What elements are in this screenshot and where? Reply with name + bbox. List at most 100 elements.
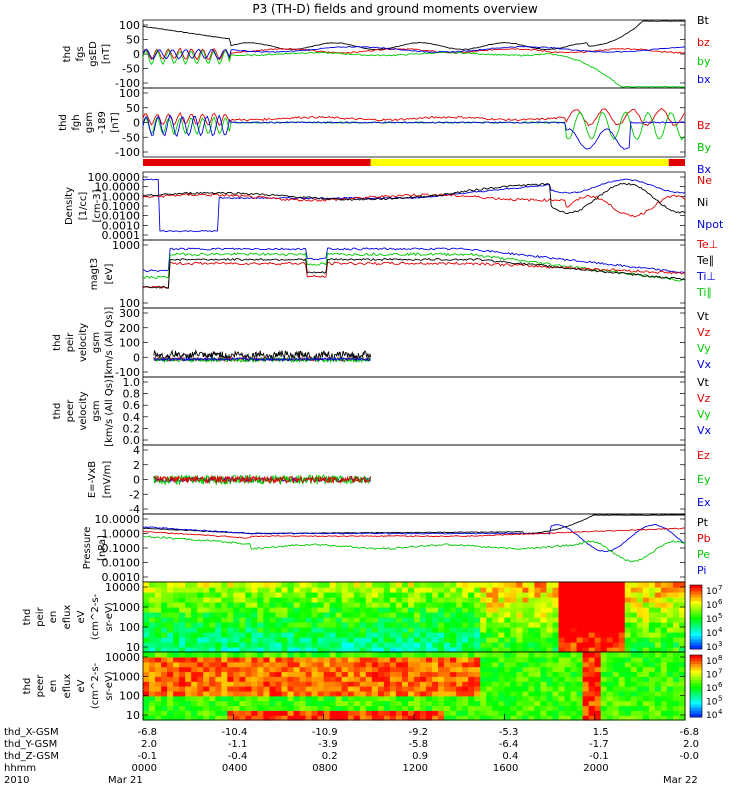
- spectrogram-cell: [486, 710, 493, 716]
- spectrogram-cell: [155, 700, 162, 707]
- spectrogram-cell: [239, 612, 246, 618]
- spectrogram-cell: [149, 632, 156, 638]
- spectrogram-cell: [438, 652, 445, 658]
- y-axis-label: en: [48, 680, 59, 693]
- spectrogram-cell: [630, 690, 638, 697]
- spectrogram-cell: [498, 681, 505, 687]
- colorbar-swatch: [690, 667, 702, 671]
- spectrogram-cell: [456, 656, 463, 663]
- spectrogram-cell: [329, 710, 337, 716]
- spectrogram-cell: [516, 656, 523, 663]
- spectrogram-cell: [299, 597, 307, 603]
- spectrogram-cell: [311, 607, 319, 613]
- y-tick-label: 10.0000: [95, 181, 141, 194]
- spectrogram-cell: [636, 597, 644, 603]
- spectrogram-cell: [191, 666, 198, 673]
- spectrogram-cell: [666, 661, 674, 668]
- spectrogram-cell: [630, 686, 638, 692]
- spectrogram-cell: [438, 612, 445, 618]
- axis-table-cell: -9.2: [408, 727, 428, 738]
- spectrogram-cell: [600, 715, 608, 721]
- spectrogram-cell: [251, 637, 258, 643]
- spectrogram-cell: [173, 656, 180, 663]
- spectrogram-cell: [167, 695, 174, 702]
- spectrogram-cell: [341, 666, 349, 673]
- spectrogram-cell: [197, 671, 204, 677]
- spectrogram-cell: [317, 607, 325, 613]
- spectrogram-cell: [582, 597, 590, 603]
- spectrogram-cell: [636, 612, 644, 618]
- spectrogram-cell: [552, 637, 560, 643]
- spectrogram-cell: [185, 632, 192, 638]
- spectrogram-cell: [143, 597, 150, 603]
- spectrogram-cell: [173, 637, 180, 643]
- spectrogram-cell: [203, 582, 210, 588]
- series-line-blue: [153, 356, 371, 363]
- spectrogram-cell: [305, 642, 313, 648]
- spectrogram-cell: [305, 705, 313, 711]
- y-tick-label: 1000: [112, 670, 140, 683]
- spectrogram-cell: [660, 612, 668, 618]
- spectrogram-cell: [227, 661, 234, 668]
- y-tick-label: -4: [129, 503, 140, 516]
- spectrogram-cell: [600, 602, 608, 608]
- spectrogram-cell: [329, 686, 337, 692]
- spectrogram-cell: [420, 656, 427, 663]
- spectrogram-cell: [167, 627, 174, 633]
- spectrogram-cell: [594, 690, 602, 697]
- spectrogram-cell: [540, 661, 548, 668]
- spectrogram-cell: [408, 592, 415, 598]
- spectrogram-cell: [209, 705, 216, 711]
- y-axis-label: eflux: [62, 605, 73, 630]
- spectrogram-cell: [456, 597, 463, 603]
- spectrogram-cell: [624, 632, 632, 638]
- spectrogram-cell: [317, 671, 325, 677]
- spectrogram-cell: [546, 681, 554, 687]
- spectrogram-cell: [197, 690, 204, 697]
- spectrogram-cell: [438, 671, 445, 677]
- spectrogram-cell: [395, 642, 403, 648]
- spectrogram-cell: [311, 656, 319, 663]
- spectrogram-cell: [353, 656, 361, 663]
- spectrogram-cell: [528, 617, 535, 623]
- axis-table-cell: 0000: [132, 763, 157, 774]
- spectrogram-cell: [480, 617, 487, 623]
- spectrogram-cell: [450, 681, 457, 687]
- spectrogram-cell: [365, 582, 373, 588]
- spectrogram-cell: [648, 661, 656, 668]
- spectrogram-cell: [347, 612, 355, 618]
- spectrogram-cell: [642, 715, 650, 721]
- spectrogram-cell: [269, 676, 277, 682]
- spectrogram-cell: [227, 592, 234, 598]
- spectrogram-cell: [371, 705, 379, 711]
- spectrogram-cell: [534, 695, 541, 702]
- y-axis-label: fgs: [75, 46, 86, 61]
- spectrogram-cell: [588, 592, 596, 598]
- y-axis-label: [km/s (All Qs)]: [104, 375, 115, 447]
- spectrogram-cell: [600, 582, 608, 588]
- spectrogram-cell: [576, 681, 584, 687]
- axis-table-cell: -0.1: [589, 751, 609, 762]
- spectrogram-cell: [564, 676, 572, 682]
- spectrogram-cell: [365, 666, 373, 673]
- colorbar-swatch: [690, 689, 702, 693]
- spectrogram-cell: [269, 647, 277, 653]
- spectrogram-cell: [414, 612, 421, 618]
- spectrogram-cell: [377, 607, 385, 613]
- spectrogram-cell: [612, 661, 620, 668]
- spectrogram-cell: [191, 607, 198, 613]
- spectrogram-cell: [654, 637, 662, 643]
- spectrogram-cell: [402, 671, 409, 677]
- plot-frame: [142, 513, 686, 583]
- spectrogram-cell: [540, 602, 548, 608]
- spectrogram-cell: [167, 710, 174, 716]
- spectrogram-cell: [480, 637, 487, 643]
- spectrogram-cell: [432, 627, 439, 633]
- spectrogram-cell: [528, 695, 535, 702]
- y-tick-label: 0.0001: [102, 229, 141, 242]
- spectrogram-cell: [167, 632, 174, 638]
- axis-table-cell: -5.8: [408, 739, 428, 750]
- spectrogram-cell: [540, 695, 548, 702]
- spectrogram-cell: [167, 705, 174, 711]
- spectrogram-cell: [155, 622, 162, 628]
